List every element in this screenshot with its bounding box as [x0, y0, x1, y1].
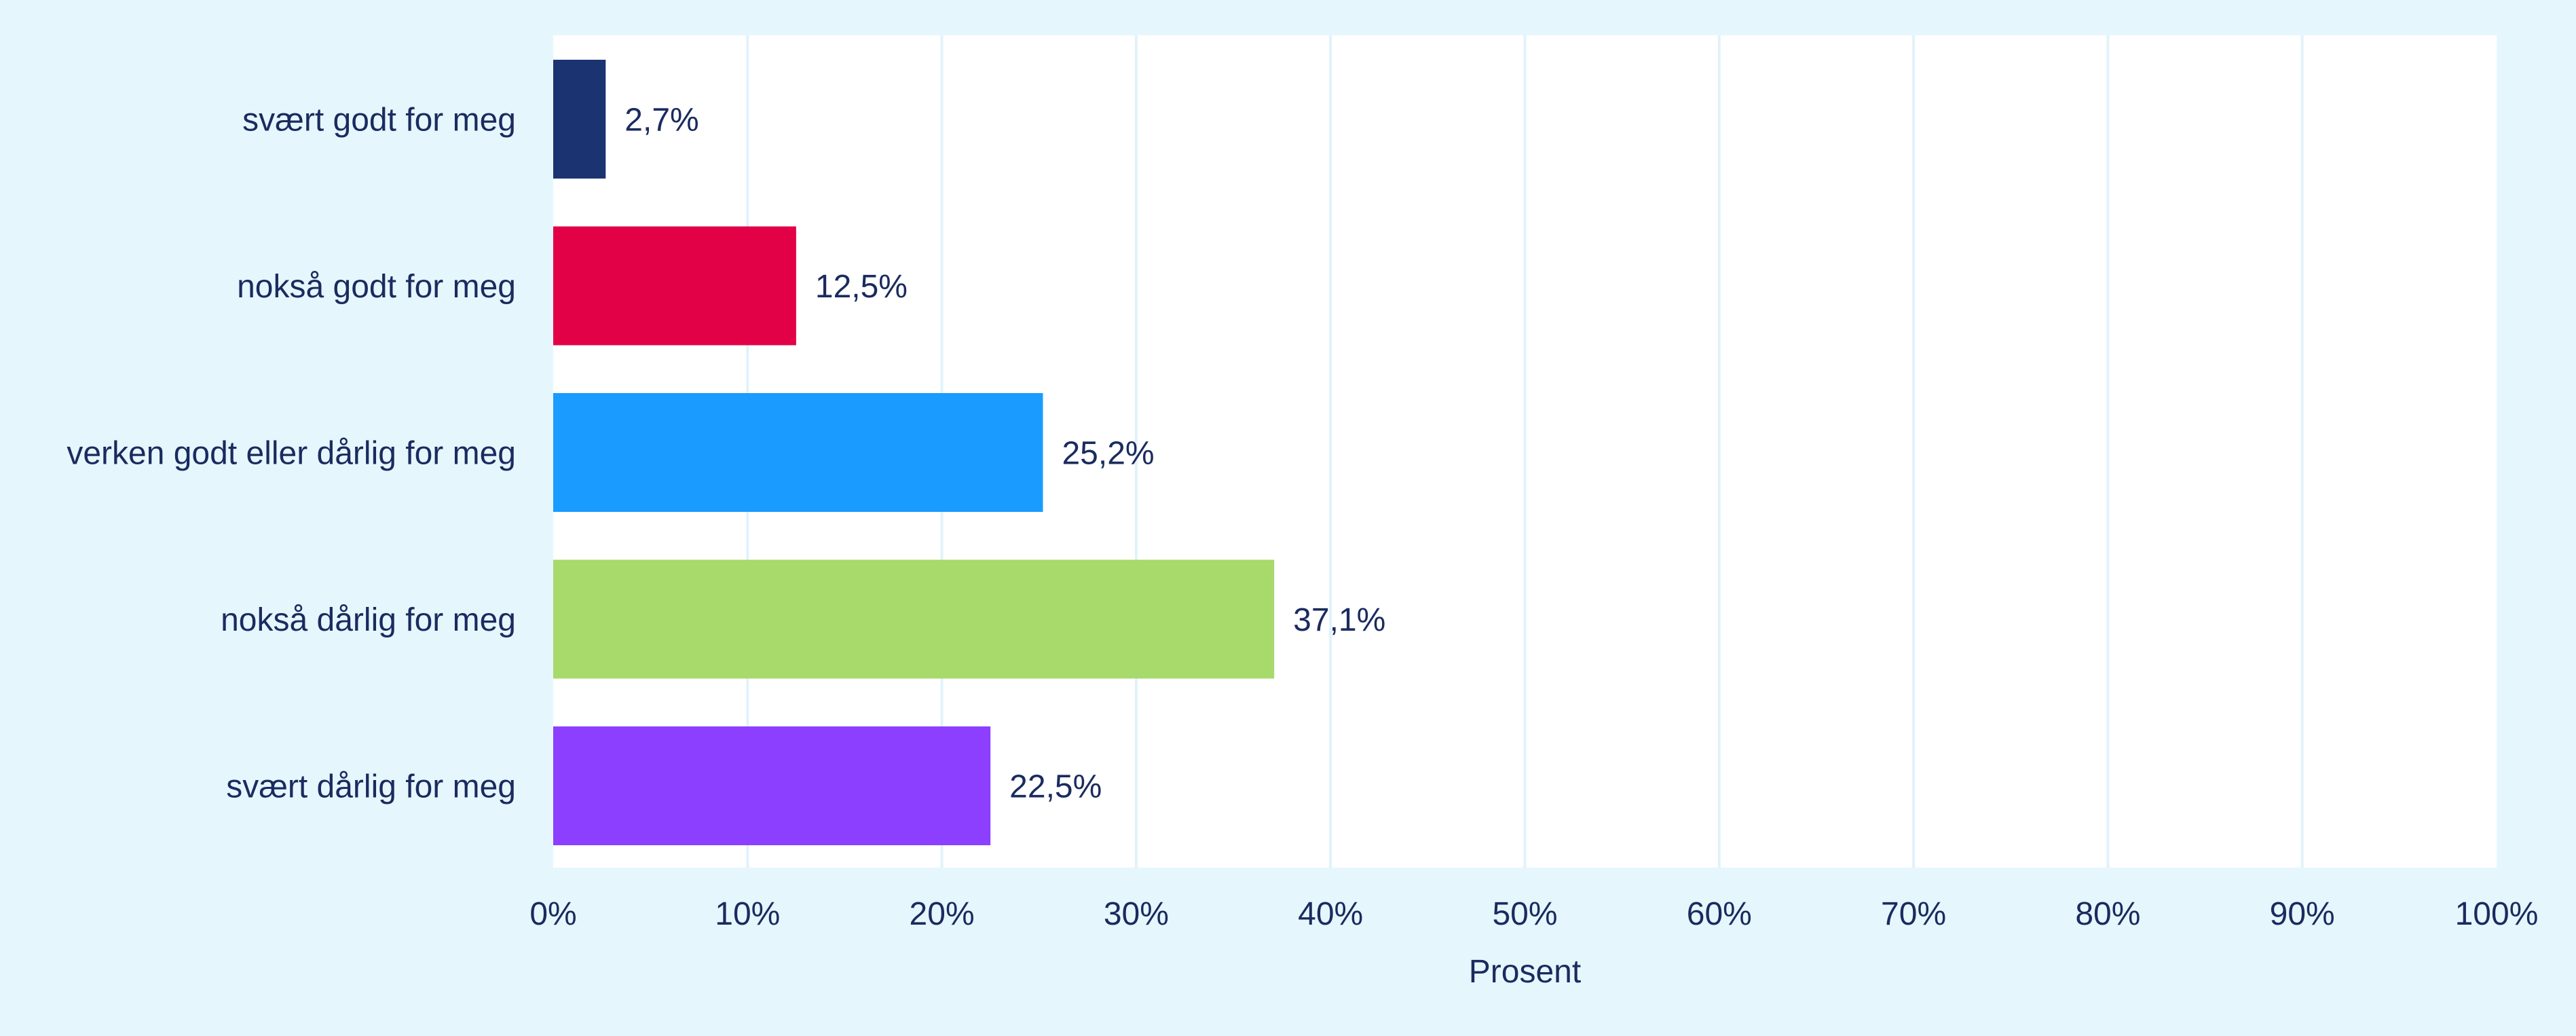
x-tick-label: 100%	[2455, 896, 2539, 932]
category-label: verken godt eller dårlig for meg	[67, 436, 516, 472]
bars	[553, 60, 1275, 845]
x-tick-label: 80%	[2075, 896, 2140, 932]
x-tick-label: 20%	[910, 896, 975, 932]
bar	[553, 559, 1275, 679]
value-label: 37,1%	[1293, 602, 1385, 638]
bar	[553, 226, 796, 346]
x-tick-label: 60%	[1687, 896, 1752, 932]
x-tick-label: 90%	[2270, 896, 2335, 932]
value-label: 25,2%	[1062, 436, 1154, 472]
category-label: svært godt for meg	[242, 103, 516, 138]
value-label: 2,7%	[624, 103, 698, 138]
value-label: 12,5%	[815, 269, 908, 305]
category-label: nokså godt for meg	[237, 269, 516, 305]
value-label: 22,5%	[1009, 769, 1102, 805]
value-labels: 2,7% 12,5% 25,2% 37,1% 22,5%	[624, 103, 1385, 805]
x-axis-ticks: 0% 10% 20% 30% 40% 50% 60% 70% 80% 90% 100%	[529, 896, 2538, 932]
x-tick-label: 10%	[715, 896, 780, 932]
x-tick-label: 30%	[1104, 896, 1169, 932]
x-tick-label: 40%	[1298, 896, 1363, 932]
bar	[553, 726, 991, 845]
category-label: svært dårlig for meg	[226, 769, 516, 805]
category-labels: svært godt for meg nokså godt for meg verk…	[67, 103, 516, 805]
x-tick-label: 0%	[529, 896, 576, 932]
bar	[553, 60, 606, 179]
x-tick-label: 70%	[1881, 896, 1946, 932]
bar	[553, 393, 1043, 512]
x-axis-title: Prosent	[1469, 954, 1581, 990]
x-tick-label: 50%	[1492, 896, 1557, 932]
category-label: nokså dårlig for meg	[221, 602, 516, 638]
